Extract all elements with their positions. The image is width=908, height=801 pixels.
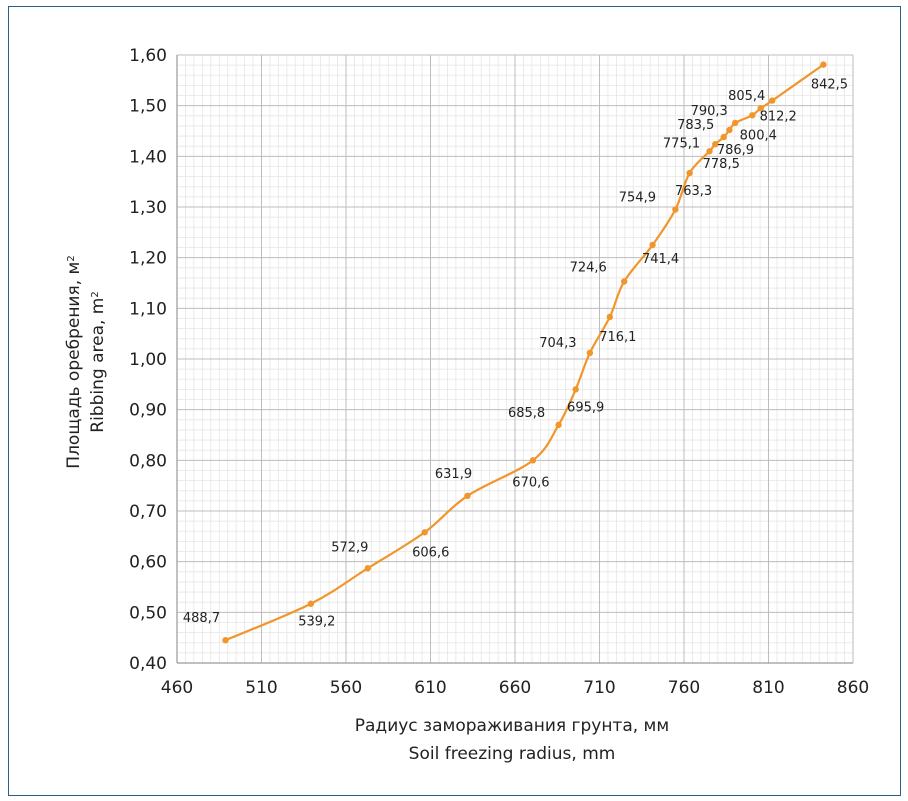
x-axis-title-en: Soil freezing radius, mm xyxy=(409,744,616,764)
data-point xyxy=(749,112,756,119)
data-point xyxy=(732,119,739,127)
data-point xyxy=(820,61,827,68)
x-tick-label: 560 xyxy=(330,678,362,698)
y-tick-label: 0,60 xyxy=(129,553,167,573)
data-point xyxy=(555,421,562,429)
y-axis-title-en-text: Ribbing area, m xyxy=(88,298,108,433)
data-point xyxy=(586,349,594,357)
data-label: 786,9 xyxy=(717,143,754,158)
data-point xyxy=(672,206,679,213)
data-point xyxy=(572,386,579,393)
data-point xyxy=(464,492,471,499)
x-tick-label: 760 xyxy=(668,678,700,698)
data-label: 783,5 xyxy=(677,118,714,133)
data-label: 775,1 xyxy=(663,136,700,151)
y-tick-label: 1,40 xyxy=(129,147,167,167)
y-axis-title-ru-exp: 2 xyxy=(66,255,77,261)
y-tick-label: 0,80 xyxy=(129,451,167,471)
x-tick-labels: 460 510 560 610 660 710 760 810 860 xyxy=(161,678,869,698)
series-group xyxy=(222,61,827,644)
y-tick-label: 1,30 xyxy=(129,198,167,218)
y-tick-label: 0,70 xyxy=(129,502,167,522)
data-point xyxy=(364,565,372,572)
y-tick-label: 0,40 xyxy=(129,654,167,674)
data-point xyxy=(620,278,628,285)
data-label: 704,3 xyxy=(539,336,576,351)
data-point xyxy=(606,313,614,321)
y-tick-label: 1,10 xyxy=(129,299,167,319)
data-label: 716,1 xyxy=(599,330,636,345)
y-axis-title-ru-text: Площадь оребрения, м xyxy=(64,262,84,469)
x-axis-title-ru: Радиус замораживания грунта, мм xyxy=(355,716,669,736)
x-tick-label: 810 xyxy=(752,678,784,698)
data-label: 572,9 xyxy=(331,540,368,555)
y-tick-label: 0,90 xyxy=(129,401,167,421)
data-label: 778,5 xyxy=(703,157,740,172)
x-tick-label: 610 xyxy=(414,678,446,698)
data-label: 741,4 xyxy=(642,252,679,267)
data-label: 800,4 xyxy=(740,128,777,143)
data-label: 670,6 xyxy=(512,475,549,490)
data-label: 724,6 xyxy=(570,260,607,275)
y-tick-label: 1,00 xyxy=(129,350,167,370)
data-labels: 488,7 539,2 572,9 606,6 631,9 670,6 685,8 695,9… xyxy=(183,78,848,630)
chart-frame xyxy=(8,6,901,796)
data-point xyxy=(706,148,713,155)
data-point xyxy=(307,600,315,607)
x-tick-label: 660 xyxy=(499,678,531,698)
data-label: 805,4 xyxy=(728,89,765,104)
y-tick-label: 0,50 xyxy=(129,603,167,623)
data-point xyxy=(726,126,733,134)
y-tick-label: 1,50 xyxy=(129,97,167,117)
y-axis-title-en-exp: 2 xyxy=(90,291,101,297)
y-axis-title-ru-group: Площадь оребрения, м2 xyxy=(64,255,84,468)
data-point xyxy=(529,457,537,464)
data-point xyxy=(649,241,656,249)
y-tick-label: 1,60 xyxy=(129,46,167,66)
data-point xyxy=(769,97,776,104)
data-point xyxy=(421,529,428,536)
x-tick-label: 860 xyxy=(837,678,869,698)
data-label: 763,3 xyxy=(675,184,712,199)
data-point xyxy=(686,169,693,177)
data-label: 685,8 xyxy=(508,406,545,421)
data-label: 606,6 xyxy=(412,545,449,560)
y-axis-title-en: Ribbing area, m2 xyxy=(88,291,108,432)
x-tick-label: 710 xyxy=(583,678,615,698)
data-label: 754,9 xyxy=(619,191,656,206)
x-tick-label: 510 xyxy=(245,678,277,698)
data-point xyxy=(720,133,727,141)
y-tick-labels: 0,40 0,50 0,60 0,70 0,80 0,90 1,00 1,10 1,20 1,30… xyxy=(129,46,167,674)
data-label: 539,2 xyxy=(298,615,335,630)
data-label: 631,9 xyxy=(435,467,472,482)
data-point xyxy=(222,637,229,644)
data-label: 842,5 xyxy=(811,78,848,93)
data-point xyxy=(712,140,719,148)
grid-major xyxy=(176,54,854,664)
data-label: 695,9 xyxy=(567,400,604,415)
y-axis-title-ru: Площадь оребрения, м2 xyxy=(64,255,84,468)
y-tick-label: 1,20 xyxy=(129,249,167,269)
data-label: 812,2 xyxy=(760,110,797,125)
y-axis-title-en-group: Ribbing area, m2 xyxy=(88,291,108,432)
data-label: 488,7 xyxy=(183,611,220,626)
x-tick-label: 460 xyxy=(161,678,193,698)
data-point xyxy=(757,105,764,112)
data-label: 790,3 xyxy=(691,104,728,119)
